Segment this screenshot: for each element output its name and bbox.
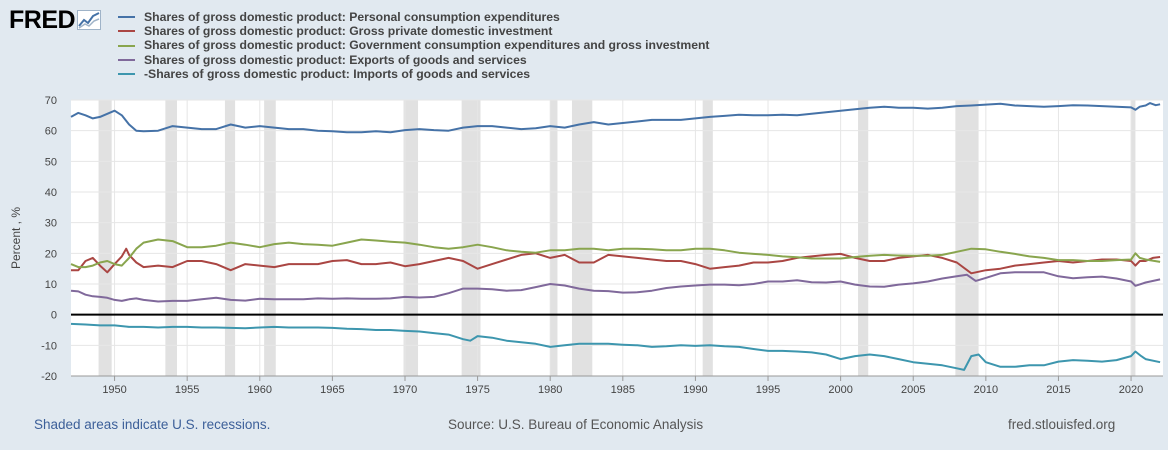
x-tick-label: 1975 bbox=[465, 384, 489, 396]
recession-note[interactable]: Shaded areas indicate U.S. recessions. bbox=[34, 417, 271, 432]
x-tick-label: 1985 bbox=[611, 384, 635, 396]
legend-item-exports[interactable]: Shares of gross domestic product: Export… bbox=[118, 53, 709, 67]
x-tick-label: 2015 bbox=[1046, 384, 1070, 396]
recession-band bbox=[955, 100, 979, 376]
fred-logo[interactable]: FRED bbox=[9, 6, 102, 34]
recession-band bbox=[550, 100, 558, 376]
x-tick-label: 1990 bbox=[683, 384, 707, 396]
series-line-3 bbox=[70, 271, 1161, 303]
recession-band bbox=[702, 100, 713, 376]
legend-label: -Shares of gross domestic product: Impor… bbox=[144, 66, 531, 81]
x-tick-label: 1960 bbox=[248, 384, 272, 396]
legend-item-consumption[interactable]: Shares of gross domestic product: Person… bbox=[118, 10, 709, 24]
y-tick-label: -10 bbox=[41, 340, 57, 352]
x-tick-label: 1980 bbox=[538, 384, 562, 396]
x-tick-label: 2005 bbox=[901, 384, 925, 396]
legend-label: Shares of gross domestic product: Person… bbox=[144, 10, 560, 24]
series-line-2 bbox=[70, 238, 1161, 269]
y-tick-label: 60 bbox=[45, 126, 57, 138]
y-tick-label: 0 bbox=[51, 310, 57, 322]
legend-swatch bbox=[118, 58, 135, 61]
recession-band bbox=[403, 100, 419, 376]
legend-swatch bbox=[118, 16, 135, 19]
x-tick-label: 2000 bbox=[828, 384, 852, 396]
y-tick-label: 70 bbox=[45, 95, 57, 107]
legend-label: Shares of gross domestic product: Export… bbox=[144, 52, 527, 67]
legend-swatch bbox=[118, 72, 135, 75]
x-tick-label: 1995 bbox=[756, 384, 780, 396]
legend-item-imports[interactable]: -Shares of gross domestic product: Impor… bbox=[118, 67, 709, 81]
x-tick-label: 1950 bbox=[102, 384, 126, 396]
series-line-1 bbox=[71, 247, 1161, 275]
y-tick-label: 40 bbox=[45, 187, 57, 199]
legend-swatch bbox=[118, 30, 135, 33]
legend-swatch bbox=[118, 44, 135, 47]
recession-band bbox=[461, 100, 481, 376]
series-lines bbox=[70, 102, 1161, 371]
recession-band bbox=[1131, 100, 1136, 376]
site-link[interactable]: fred.stlouisfed.org bbox=[1008, 417, 1116, 432]
x-tick-label: 1955 bbox=[175, 384, 199, 396]
x-tick-label: 1970 bbox=[393, 384, 417, 396]
plot-area bbox=[71, 100, 1163, 376]
legend-item-investment[interactable]: Shares of gross domestic product: Gross … bbox=[118, 24, 709, 38]
legend-item-government[interactable]: Shares of gross domestic product: Govern… bbox=[118, 38, 709, 52]
series-line-0 bbox=[70, 102, 1161, 134]
y-axis-label: Percent , % bbox=[9, 207, 23, 269]
y-tick-label: 50 bbox=[45, 156, 57, 168]
recession-band bbox=[224, 100, 236, 376]
source-note[interactable]: Source: U.S. Bureau of Economic Analysis bbox=[448, 417, 704, 432]
recession-shading bbox=[98, 100, 1136, 376]
x-tick-label: 2020 bbox=[1119, 384, 1143, 396]
chart-legend: Shares of gross domestic product: Person… bbox=[118, 10, 709, 81]
recession-band bbox=[571, 100, 593, 376]
legend-label: Shares of gross domestic product: Govern… bbox=[144, 38, 710, 53]
x-tick-label: 2010 bbox=[974, 384, 998, 396]
recession-band bbox=[264, 100, 276, 376]
x-tick-label: 1965 bbox=[320, 384, 344, 396]
y-tick-label: 20 bbox=[45, 248, 57, 260]
gridlines bbox=[71, 99, 1163, 377]
y-tick-label: -20 bbox=[41, 371, 57, 383]
recession-band bbox=[858, 100, 869, 376]
y-tick-label: 10 bbox=[45, 279, 57, 291]
recession-band bbox=[165, 100, 178, 376]
fred-logo-text: FRED bbox=[9, 6, 76, 34]
legend-label: Shares of gross domestic product: Gross … bbox=[144, 24, 553, 39]
y-tick-label: 30 bbox=[45, 218, 57, 230]
series-line-4 bbox=[70, 322, 1161, 371]
fred-trend-graph-icon bbox=[77, 10, 102, 30]
recession-band bbox=[98, 100, 112, 376]
